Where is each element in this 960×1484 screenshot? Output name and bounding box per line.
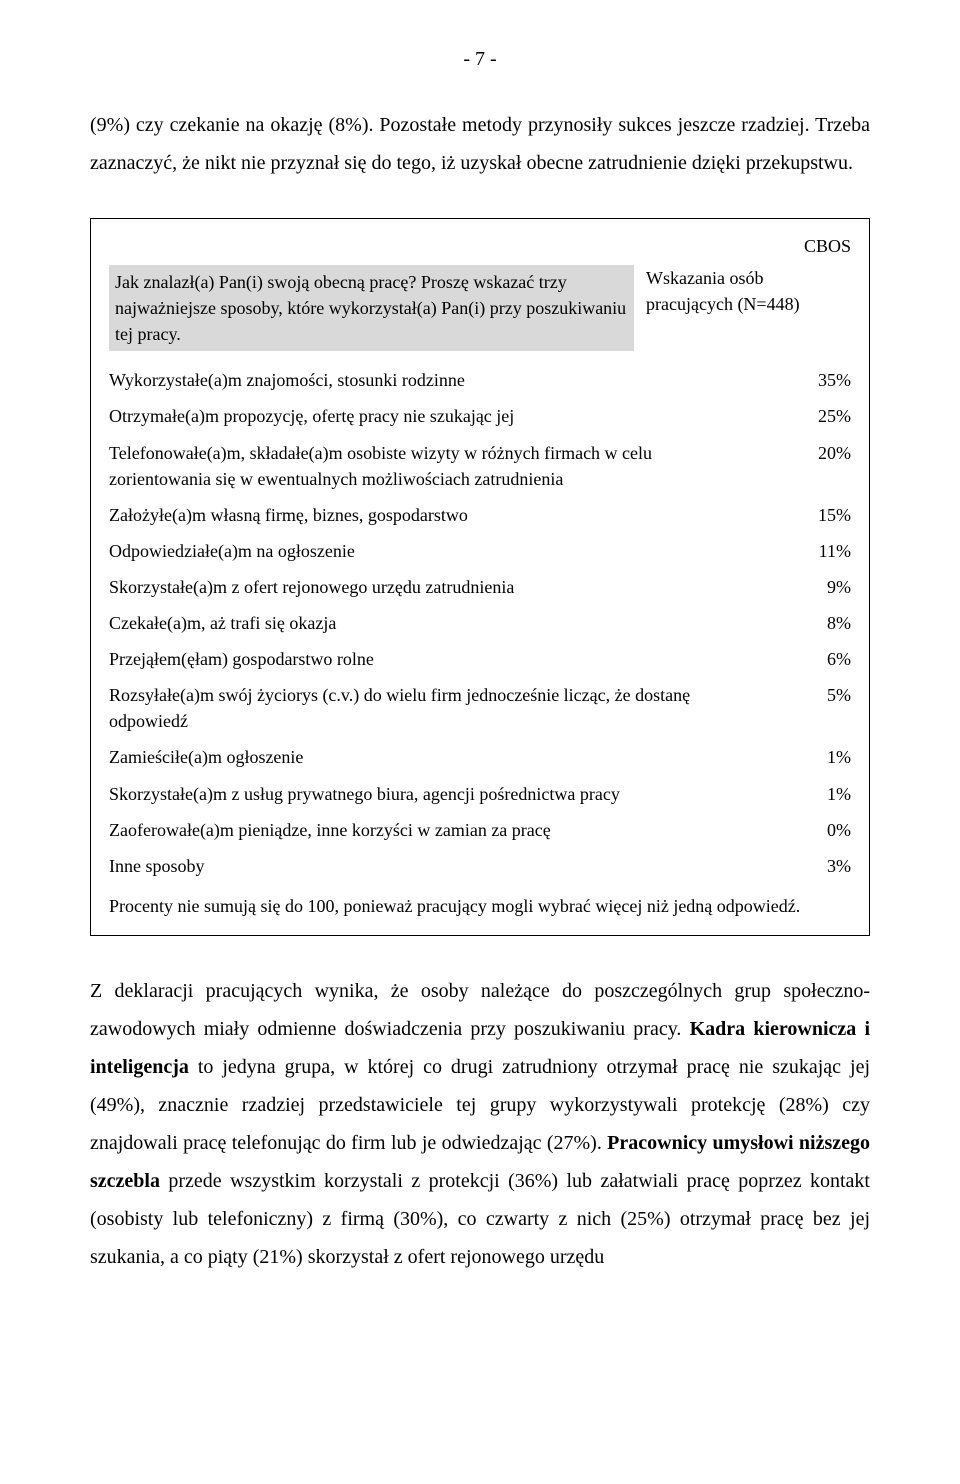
table-row: Skorzystałe(a)m z usług prywatnego biura…	[109, 781, 851, 807]
row-label: Telefonowałe(a)m, składałe(a)m osobiste …	[109, 440, 761, 492]
table-row: Zamieściłe(a)m ogłoszenie 1%	[109, 744, 851, 770]
table-row: Zaoferowałe(a)m pieniądze, inne korzyści…	[109, 817, 851, 843]
row-label: Zaoferowałe(a)m pieniądze, inne korzyści…	[109, 817, 761, 843]
row-value: 3%	[761, 853, 851, 879]
table-row: Założyłe(a)m własną firmę, biznes, gospo…	[109, 502, 851, 528]
row-label: Skorzystałe(a)m z usług prywatnego biura…	[109, 781, 761, 807]
row-label: Skorzystałe(a)m z ofert rejonowego urzęd…	[109, 574, 761, 600]
page-number: - 7 -	[90, 40, 870, 78]
row-label: Założyłe(a)m własną firmę, biznes, gospo…	[109, 502, 761, 528]
row-label: Odpowiedziałe(a)m na ogłoszenie	[109, 538, 761, 564]
row-label: Zamieściłe(a)m ogłoszenie	[109, 744, 761, 770]
row-label: Czekałe(a)m, aż trafi się okazja	[109, 610, 761, 636]
intro-paragraph: (9%) czy czekanie na okazję (8%). Pozost…	[90, 106, 870, 182]
table-row: Przejąłem(ęłam) gospodarstwo rolne 6%	[109, 646, 851, 672]
cbos-label: CBOS	[109, 231, 851, 265]
row-value: 8%	[761, 610, 851, 636]
table-row: Otrzymałe(a)m propozycję, ofertę pracy n…	[109, 403, 851, 429]
document-page: - 7 - (9%) czy czekanie na okazję (8%). …	[0, 0, 960, 1336]
table-row: Czekałe(a)m, aż trafi się okazja 8%	[109, 610, 851, 636]
outro-text: przede wszystkim korzystali z protekcji …	[90, 1170, 870, 1268]
table-row: Inne sposoby 3%	[109, 853, 851, 879]
row-value: 0%	[761, 817, 851, 843]
row-value: 9%	[761, 574, 851, 600]
row-value: 6%	[761, 646, 851, 672]
table-row: Wykorzystałe(a)m znajomości, stosunki ro…	[109, 367, 851, 393]
row-value: 11%	[761, 538, 851, 564]
row-value: 20%	[761, 440, 851, 466]
row-label: Rozsyłałe(a)m swój życiorys (c.v.) do wi…	[109, 682, 761, 734]
row-label: Inne sposoby	[109, 853, 761, 879]
table-row: Rozsyłałe(a)m swój życiorys (c.v.) do wi…	[109, 682, 851, 734]
row-value: 5%	[761, 682, 851, 708]
row-label: Otrzymałe(a)m propozycję, ofertę pracy n…	[109, 403, 761, 429]
survey-indicator: Wskazania osób pracujących (N=448)	[634, 265, 851, 317]
table-row: Skorzystałe(a)m z ofert rejonowego urzęd…	[109, 574, 851, 600]
outro-paragraph: Z deklaracji pracujących wynika, że osob…	[90, 972, 870, 1276]
table-row: Odpowiedziałe(a)m na ogłoszenie 11%	[109, 538, 851, 564]
row-value: 1%	[761, 781, 851, 807]
row-value: 25%	[761, 403, 851, 429]
row-label: Wykorzystałe(a)m znajomości, stosunki ro…	[109, 367, 761, 393]
table-header-row: Jak znalazł(a) Pan(i) swoją obecną pracę…	[109, 265, 851, 351]
row-value: 1%	[761, 744, 851, 770]
table-footnote: Procenty nie sumują się do 100, ponieważ…	[109, 893, 851, 919]
row-value: 35%	[761, 367, 851, 393]
survey-question: Jak znalazł(a) Pan(i) swoją obecną pracę…	[109, 265, 634, 351]
row-value: 15%	[761, 502, 851, 528]
row-label: Przejąłem(ęłam) gospodarstwo rolne	[109, 646, 761, 672]
table-row: Telefonowałe(a)m, składałe(a)m osobiste …	[109, 440, 851, 492]
survey-table: CBOS Jak znalazł(a) Pan(i) swoją obecną …	[90, 218, 870, 936]
